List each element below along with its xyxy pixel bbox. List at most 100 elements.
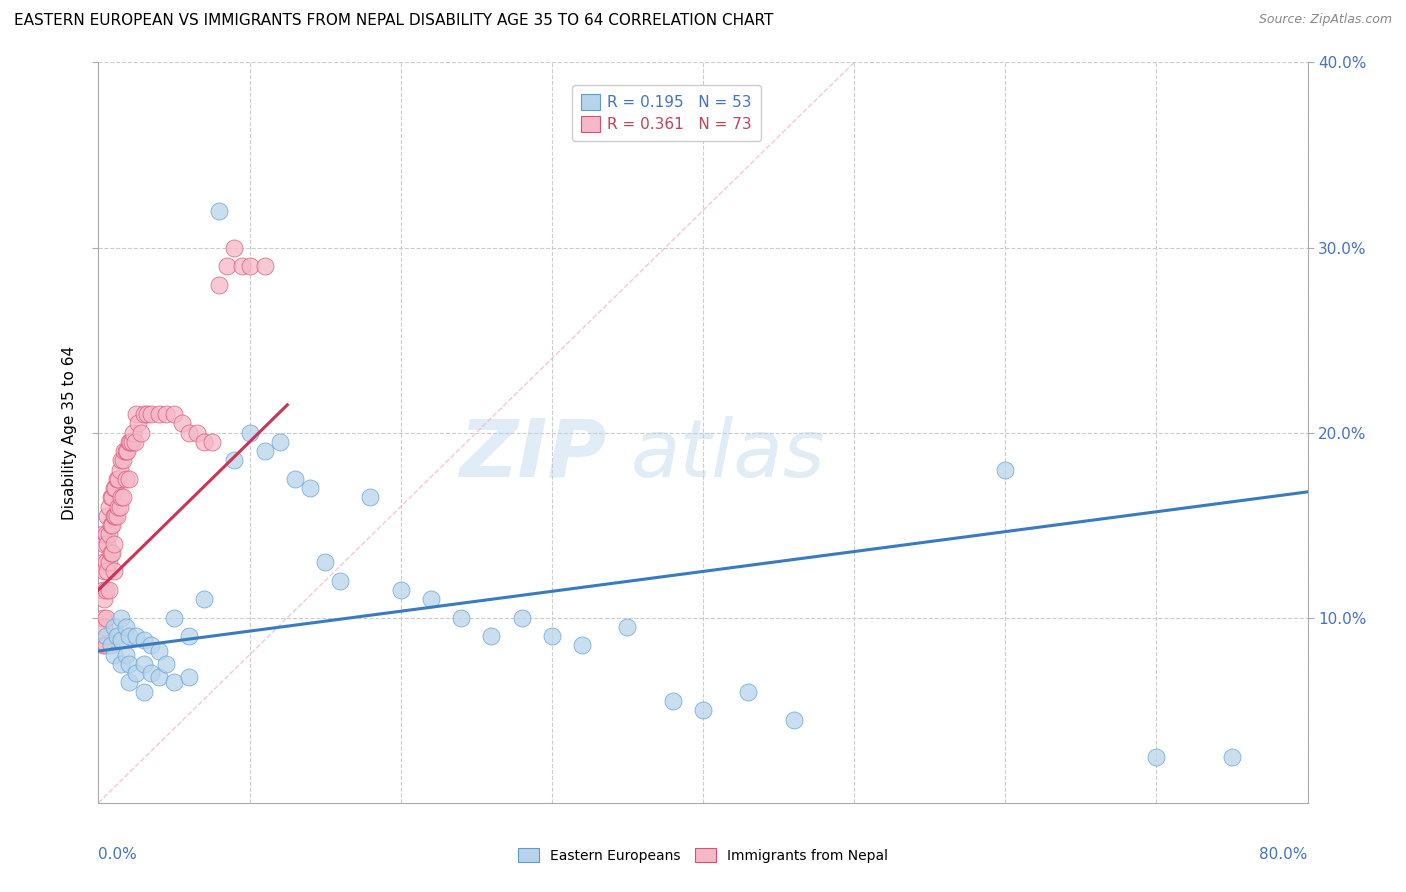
Point bbox=[111, 491, 134, 505]
Point bbox=[93, 592, 115, 607]
Point bbox=[112, 444, 135, 458]
Point bbox=[107, 500, 129, 514]
Point bbox=[93, 620, 115, 634]
Point bbox=[163, 675, 186, 690]
Point bbox=[94, 639, 117, 653]
Point bbox=[141, 407, 163, 421]
Point bbox=[103, 565, 125, 579]
Point bbox=[224, 240, 246, 255]
Point bbox=[193, 592, 215, 607]
Point bbox=[284, 472, 307, 486]
Point bbox=[103, 481, 125, 495]
Point bbox=[107, 472, 129, 486]
Point bbox=[103, 648, 125, 662]
Point bbox=[141, 639, 163, 653]
Point bbox=[132, 685, 155, 699]
Point bbox=[100, 546, 122, 560]
Point bbox=[94, 629, 117, 643]
Point bbox=[692, 703, 714, 717]
Point bbox=[239, 259, 262, 273]
Point bbox=[540, 629, 562, 643]
Point bbox=[103, 508, 125, 523]
Point bbox=[118, 657, 141, 671]
Point bbox=[93, 565, 115, 579]
Point bbox=[110, 657, 132, 671]
Point bbox=[91, 639, 114, 653]
Point bbox=[91, 610, 114, 624]
Point bbox=[98, 582, 121, 597]
Point bbox=[114, 620, 136, 634]
Point bbox=[135, 407, 157, 421]
Text: EASTERN EUROPEAN VS IMMIGRANTS FROM NEPAL DISABILITY AGE 35 TO 64 CORRELATION CH: EASTERN EUROPEAN VS IMMIGRANTS FROM NEPA… bbox=[14, 13, 773, 29]
Point bbox=[127, 417, 149, 431]
Point bbox=[132, 657, 155, 671]
Point bbox=[450, 610, 472, 624]
Point bbox=[179, 425, 201, 440]
Point bbox=[108, 500, 131, 514]
Point bbox=[148, 407, 170, 421]
Point bbox=[101, 546, 124, 560]
Point bbox=[299, 481, 322, 495]
Point bbox=[314, 555, 336, 569]
Point bbox=[94, 527, 117, 541]
Point bbox=[215, 259, 238, 273]
Point bbox=[98, 555, 121, 569]
Point bbox=[93, 536, 115, 550]
Point bbox=[100, 491, 122, 505]
Point bbox=[91, 582, 114, 597]
Point bbox=[94, 582, 117, 597]
Point bbox=[101, 518, 124, 533]
Point bbox=[105, 508, 128, 523]
Point bbox=[1144, 749, 1167, 764]
Point bbox=[111, 453, 134, 467]
Point bbox=[253, 444, 276, 458]
Point bbox=[129, 425, 152, 440]
Point bbox=[94, 555, 117, 569]
Point bbox=[155, 407, 177, 421]
Point bbox=[122, 425, 145, 440]
Point bbox=[186, 425, 208, 440]
Point bbox=[110, 632, 132, 647]
Point bbox=[231, 259, 253, 273]
Point bbox=[96, 565, 118, 579]
Point bbox=[104, 481, 127, 495]
Point bbox=[94, 610, 117, 624]
Point bbox=[103, 620, 125, 634]
Point bbox=[163, 610, 186, 624]
Point bbox=[125, 629, 148, 643]
Point bbox=[114, 648, 136, 662]
Point bbox=[101, 491, 124, 505]
Point bbox=[224, 453, 246, 467]
Point bbox=[141, 666, 163, 681]
Point bbox=[329, 574, 352, 588]
Text: ZIP: ZIP bbox=[458, 416, 606, 494]
Point bbox=[118, 675, 141, 690]
Point bbox=[170, 417, 193, 431]
Point bbox=[118, 434, 141, 449]
Point bbox=[115, 444, 138, 458]
Text: atlas: atlas bbox=[630, 416, 825, 494]
Point bbox=[148, 670, 170, 684]
Point bbox=[132, 407, 155, 421]
Point bbox=[114, 444, 136, 458]
Point bbox=[120, 434, 142, 449]
Point bbox=[105, 472, 128, 486]
Point bbox=[360, 491, 382, 505]
Point bbox=[1220, 749, 1243, 764]
Point bbox=[179, 670, 201, 684]
Legend: Eastern Europeans, Immigrants from Nepal: Eastern Europeans, Immigrants from Nepal bbox=[512, 841, 894, 870]
Point bbox=[103, 536, 125, 550]
Point bbox=[125, 407, 148, 421]
Text: 80.0%: 80.0% bbox=[1260, 847, 1308, 863]
Point bbox=[118, 472, 141, 486]
Point bbox=[110, 453, 132, 467]
Point bbox=[571, 639, 593, 653]
Point bbox=[96, 508, 118, 523]
Point bbox=[737, 685, 759, 699]
Point bbox=[661, 694, 683, 708]
Point bbox=[994, 462, 1017, 476]
Point bbox=[100, 639, 122, 653]
Point bbox=[155, 657, 177, 671]
Point bbox=[389, 582, 412, 597]
Point bbox=[481, 629, 503, 643]
